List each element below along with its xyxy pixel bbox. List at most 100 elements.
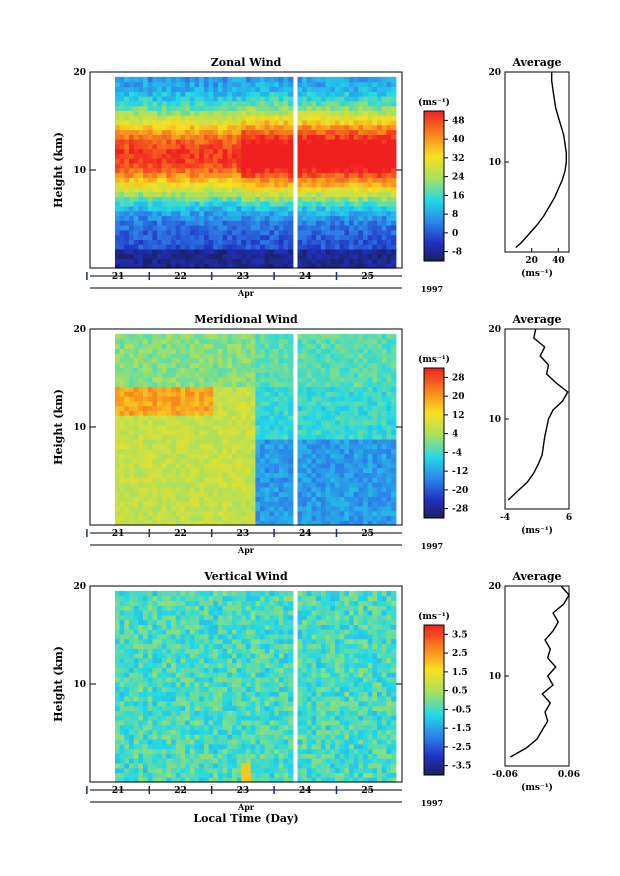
heatmap-cell: [334, 201, 341, 207]
heatmap-cell: [143, 134, 149, 140]
heatmap-cell: [264, 186, 270, 193]
heatmap-cell: [166, 229, 172, 236]
heatmap-cell: [358, 458, 364, 464]
heatmap-cell: [180, 477, 186, 483]
colorbar-tick-label: 48: [452, 116, 465, 126]
heatmap-cell: [278, 253, 285, 260]
heatmap-cell: [246, 177, 252, 183]
heatmap-cell: [124, 381, 130, 388]
heatmap-cell: [161, 501, 168, 507]
heatmap-cell: [129, 105, 135, 111]
heatmap-cell: [236, 158, 242, 164]
heatmap-cell: [260, 396, 266, 402]
heatmap-cell: [236, 501, 242, 507]
heatmap-cell: [119, 239, 125, 245]
heatmap-cell: [217, 225, 224, 231]
heatmap-cell: [381, 153, 387, 159]
heatmap-cell: [199, 505, 205, 512]
heatmap-cell: [358, 239, 364, 245]
heatmap-cell: [320, 186, 327, 193]
heatmap-cell: [358, 381, 364, 388]
heatmap-cell: [311, 333, 317, 340]
heatmap-cell: [171, 520, 177, 526]
heatmap-cell: [175, 162, 182, 169]
heatmap-cell: [349, 477, 355, 483]
heatmap-cell: [288, 353, 294, 359]
heatmap-cell: [199, 357, 205, 364]
heatmap-cell: [316, 153, 322, 159]
heatmap-cell: [166, 220, 172, 226]
heatmap-cell: [269, 472, 275, 478]
heatmap-cell: [115, 624, 121, 630]
heatmap-cell: [330, 343, 336, 349]
heatmap-cell: [143, 462, 149, 469]
heatmap-cell: [208, 110, 214, 116]
heatmap-cell: [180, 462, 186, 469]
heatmap-cell: [311, 182, 317, 188]
heatmap-cell: [199, 81, 205, 88]
heatmap-cell: [129, 767, 135, 774]
heatmap-cell: [274, 348, 280, 354]
heatmap-cell: [325, 348, 331, 354]
heatmap-cell: [119, 182, 125, 188]
x-tick-label: 25: [361, 529, 374, 539]
heatmap-cell: [283, 158, 289, 164]
heatmap-cell: [115, 372, 121, 378]
heatmap-cell: [278, 496, 285, 502]
heatmap-cell: [185, 134, 191, 140]
heatmap-cell: [330, 239, 336, 245]
heatmap-cell: [161, 239, 168, 245]
heatmap-cell: [250, 153, 256, 159]
heatmap-cell: [143, 220, 149, 226]
heatmap-cell: [208, 376, 214, 383]
heatmap-cell: [133, 496, 139, 502]
heatmap-cell: [185, 196, 191, 202]
heatmap-cell: [213, 263, 219, 269]
heatmap-cell: [199, 424, 205, 431]
heatmap-cell: [129, 396, 135, 402]
heatmap-cell: [386, 381, 392, 388]
heatmap-cell: [246, 124, 252, 131]
heatmap-cell: [302, 215, 308, 221]
heatmap-cell: [166, 462, 172, 469]
heatmap-cell: [288, 100, 294, 107]
heatmap-cell: [353, 210, 359, 217]
heatmap-cell: [208, 244, 214, 250]
heatmap-cell: [330, 201, 336, 207]
heatmap-cell: [138, 353, 144, 359]
heatmap-cell: [203, 520, 210, 526]
heatmap-cell: [260, 76, 266, 83]
heatmap-cell: [386, 472, 392, 478]
heatmap-cell: [241, 333, 247, 340]
heatmap-cell: [213, 139, 219, 145]
heatmap-cell: [297, 439, 303, 445]
heatmap-cell: [306, 148, 313, 154]
heatmap-cell: [138, 96, 144, 102]
heatmap-cell: [199, 410, 205, 416]
heatmap-cell: [311, 443, 317, 450]
heatmap-cell: [311, 143, 317, 150]
heatmap-cell: [334, 343, 341, 349]
heatmap-cell: [311, 501, 317, 507]
heatmap-cell: [147, 424, 153, 431]
heatmap-cell: [386, 191, 392, 197]
heatmap-cell: [358, 129, 364, 135]
heatmap-cell: [189, 405, 196, 411]
heatmap-cell: [358, 124, 364, 131]
heatmap-cell: [143, 186, 149, 193]
heatmap-cell: [302, 357, 308, 364]
heatmap-cell: [124, 686, 130, 692]
heatmap-cell: [274, 458, 280, 464]
heatmap-cell: [227, 491, 233, 497]
heatmap-cell: [199, 129, 205, 135]
heatmap-cell: [199, 201, 205, 207]
heatmap-cell: [241, 467, 247, 474]
heatmap-cell: [363, 419, 369, 426]
heatmap-cell: [255, 353, 261, 359]
heatmap-cell: [246, 210, 252, 217]
heatmap-cell: [115, 91, 121, 97]
heatmap-cell: [222, 462, 228, 469]
heatmap-cell: [358, 501, 364, 507]
heatmap-cell: [119, 343, 125, 349]
heatmap-cell: [372, 158, 378, 164]
